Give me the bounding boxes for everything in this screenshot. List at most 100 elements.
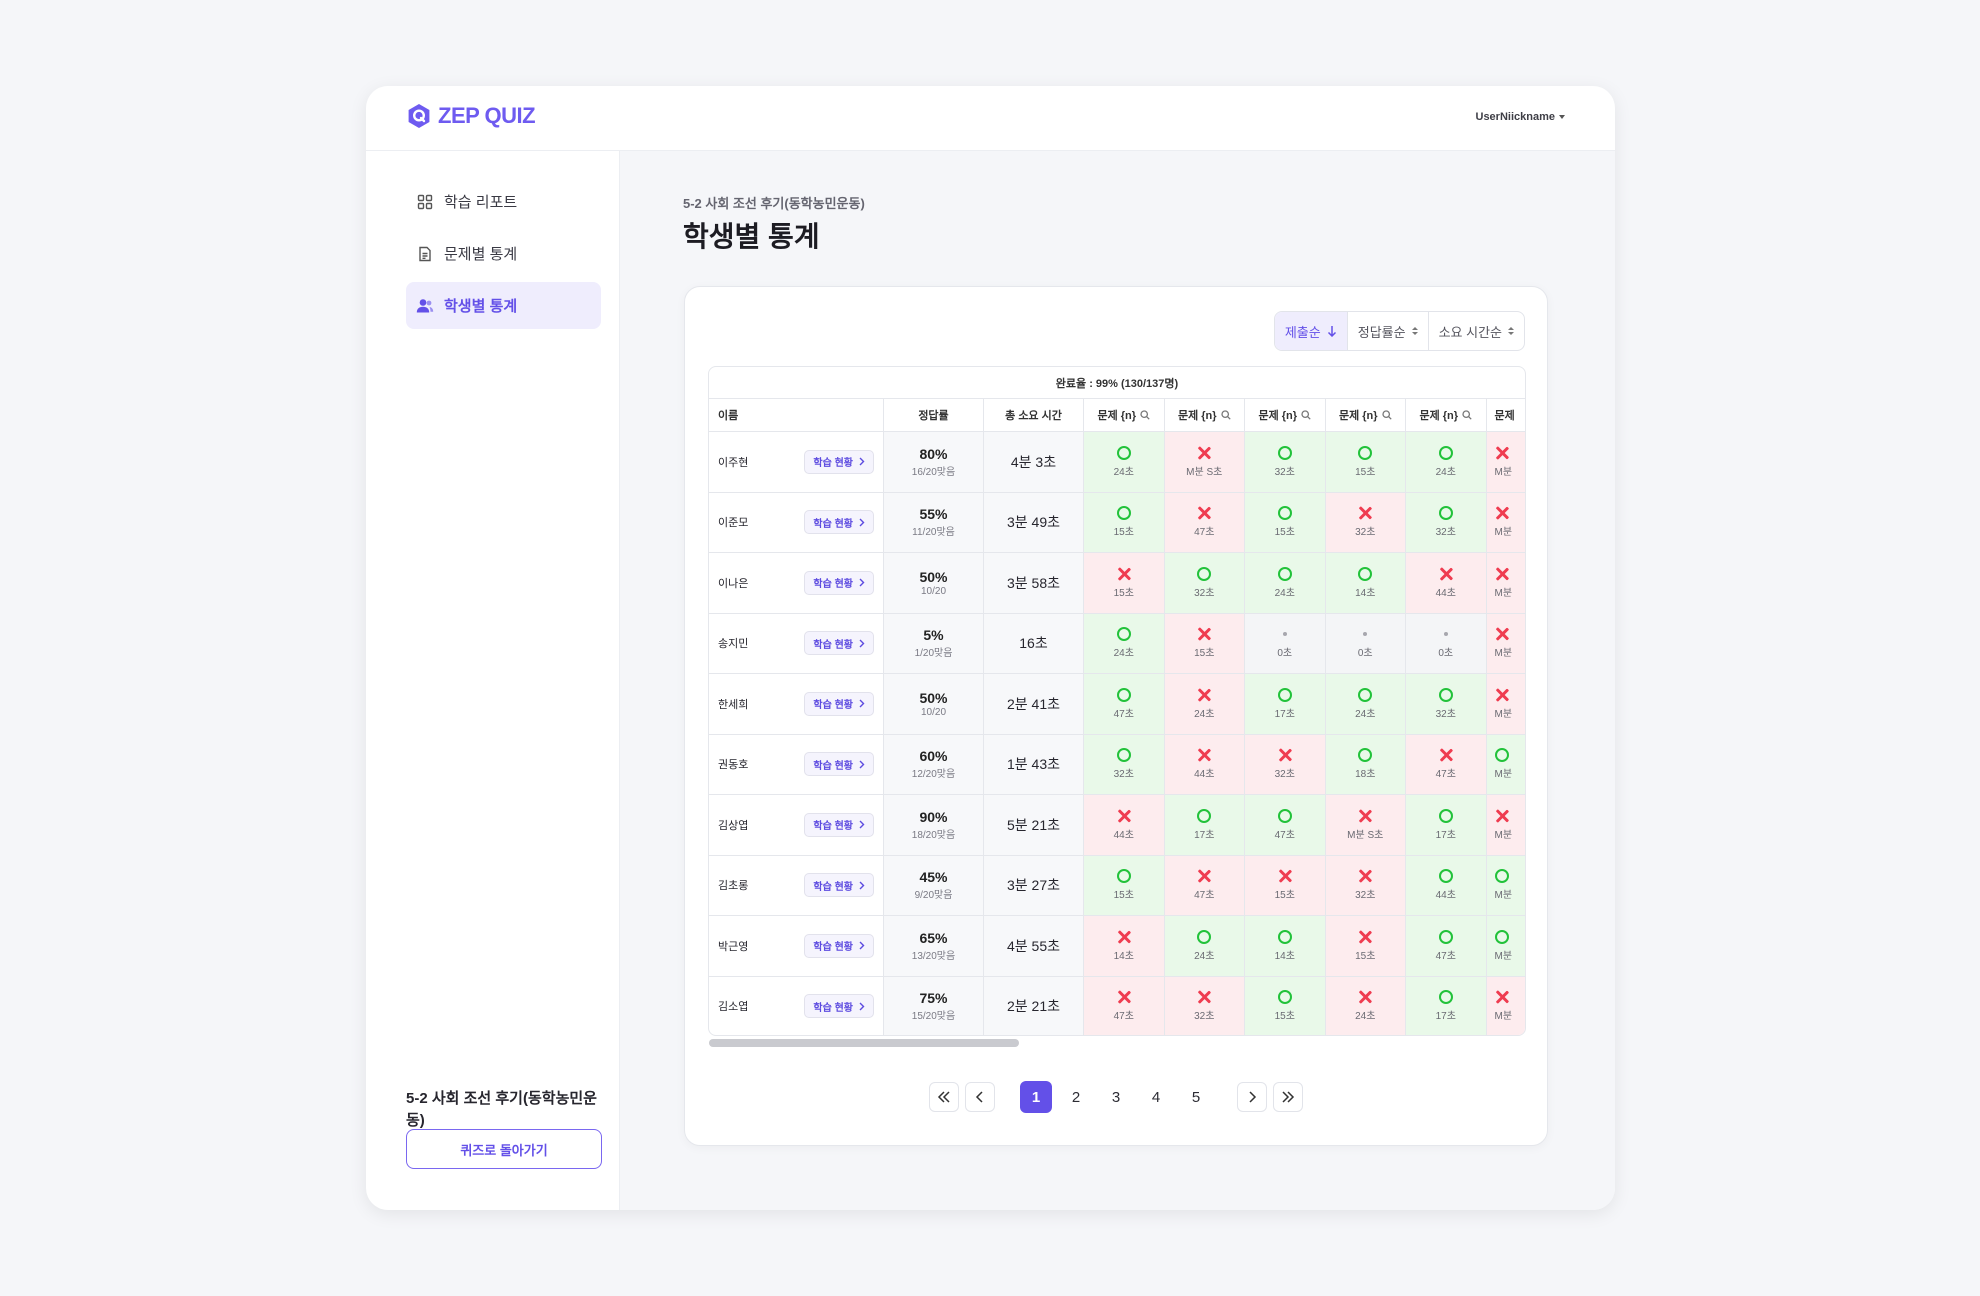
cell-question-result[interactable]: 14초 (1084, 916, 1165, 976)
cell-question-result[interactable]: 47초 (1084, 976, 1165, 1035)
next-page-button[interactable] (1237, 1082, 1267, 1112)
cell-question-result[interactable]: 24초 (1325, 976, 1406, 1035)
wrong-icon (1278, 869, 1292, 883)
learning-status-button[interactable]: 학습 현황 (804, 691, 874, 716)
cell-question-result[interactable]: 32초 (1325, 492, 1406, 552)
horizontal-scrollbar[interactable] (709, 1039, 1019, 1047)
prev-page-button[interactable] (965, 1082, 995, 1112)
search-icon[interactable] (1140, 410, 1150, 420)
page-number-button[interactable]: 4 (1151, 1088, 1161, 1106)
first-page-button[interactable] (929, 1082, 959, 1112)
learning-status-button[interactable]: 학습 현황 (804, 873, 874, 898)
wrong-icon (1197, 748, 1211, 762)
cell-question-result[interactable]: 44초 (1164, 734, 1245, 794)
learning-status-button[interactable]: 학습 현황 (804, 570, 874, 595)
cell-question-result[interactable]: 44초 (1084, 795, 1165, 855)
sort-accuracy-button[interactable]: 정답률순 (1346, 312, 1428, 350)
cell-question-result[interactable]: 14초 (1245, 916, 1326, 976)
cell-question-result[interactable]: M분 (1486, 674, 1525, 734)
cell-question-result[interactable]: 47초 (1164, 492, 1245, 552)
learning-status-button[interactable]: 학습 현황 (804, 510, 874, 535)
cell-question-result[interactable]: 44초 (1406, 553, 1487, 613)
cell-question-result[interactable]: 47초 (1406, 916, 1487, 976)
cell-question-result[interactable]: 32초 (1245, 432, 1326, 492)
cell-question-result[interactable]: 24초 (1245, 553, 1326, 613)
cell-question-result[interactable]: M분 (1486, 795, 1525, 855)
cell-question-result[interactable]: 32초 (1164, 976, 1245, 1035)
cell-question-result[interactable]: 32초 (1325, 855, 1406, 915)
cell-question-result[interactable]: 17초 (1164, 795, 1245, 855)
sort-submit-button[interactable]: 제출순 (1274, 312, 1347, 350)
sidebar-item-learning-report[interactable]: 학습 리포트 (406, 178, 601, 225)
page-number-button[interactable]: 1 (1020, 1081, 1052, 1113)
search-icon[interactable] (1301, 410, 1311, 420)
correct-icon (1358, 748, 1373, 763)
wrong-icon (1495, 627, 1509, 641)
cell-question-result[interactable]: 32초 (1406, 492, 1487, 552)
cell-question-result[interactable]: 32초 (1406, 674, 1487, 734)
cell-question-result[interactable]: 18초 (1325, 734, 1406, 794)
back-to-quiz-button[interactable]: 퀴즈로 돌아가기 (406, 1129, 602, 1169)
cell-question-result[interactable]: 15초 (1325, 916, 1406, 976)
cell-question-result[interactable]: 47초 (1084, 674, 1165, 734)
cell-question-result[interactable]: 47초 (1406, 734, 1487, 794)
cell-question-result[interactable]: 47초 (1245, 795, 1326, 855)
user-menu[interactable]: UserNiickname (1476, 111, 1565, 123)
search-icon[interactable] (1381, 410, 1392, 420)
logo[interactable]: ZEP QUIZ (406, 103, 536, 129)
cell-question-result[interactable]: M분 (1486, 916, 1525, 976)
cell-question-result[interactable]: 0초 (1406, 613, 1487, 673)
cell-question-result[interactable]: M분 (1486, 855, 1525, 915)
cell-question-result[interactable]: 0초 (1325, 613, 1406, 673)
cell-question-result[interactable]: 44초 (1406, 855, 1487, 915)
cell-question-result[interactable]: 15초 (1245, 855, 1326, 915)
cell-question-result[interactable]: 24초 (1084, 613, 1165, 673)
cell-question-result[interactable]: 24초 (1164, 916, 1245, 976)
cell-question-result[interactable]: 15초 (1084, 553, 1165, 613)
cell-question-result[interactable]: M분 S초 (1325, 795, 1406, 855)
search-icon[interactable] (1220, 410, 1231, 420)
cell-question-result[interactable]: 24초 (1406, 432, 1487, 492)
cell-question-result[interactable]: 32초 (1245, 734, 1326, 794)
cell-question-result[interactable]: 47초 (1164, 855, 1245, 915)
cell-question-result[interactable]: 24초 (1084, 432, 1165, 492)
learning-status-button[interactable]: 학습 현황 (804, 631, 874, 656)
cell-question-result[interactable]: 15초 (1164, 613, 1245, 673)
question-time: 32초 (1194, 587, 1215, 599)
cell-question-result[interactable]: 17초 (1245, 674, 1326, 734)
cell-question-result[interactable]: M분 (1486, 613, 1525, 673)
cell-question-result[interactable]: M분 (1486, 734, 1525, 794)
sidebar-item-student-stats[interactable]: 학생별 통계 (406, 282, 601, 329)
cell-question-result[interactable]: M분 (1486, 553, 1525, 613)
cell-question-result[interactable]: M분 S초 (1164, 432, 1245, 492)
cell-question-result[interactable]: 15초 (1084, 855, 1165, 915)
cell-question-result[interactable]: 32초 (1164, 553, 1245, 613)
cell-question-result[interactable]: 32초 (1084, 734, 1165, 794)
cell-question-result[interactable]: M분 (1486, 976, 1525, 1035)
learning-status-button[interactable]: 학습 현황 (804, 933, 874, 958)
cell-question-result[interactable]: 17초 (1406, 795, 1487, 855)
learning-status-button[interactable]: 학습 현황 (804, 449, 874, 474)
question-time: 24초 (1435, 466, 1456, 478)
cell-question-result[interactable]: 24초 (1164, 674, 1245, 734)
cell-question-result[interactable]: 15초 (1245, 976, 1326, 1035)
sidebar-item-question-stats[interactable]: 문제별 통계 (406, 230, 601, 277)
cell-question-result[interactable]: 0초 (1245, 613, 1326, 673)
sort-duration-button[interactable]: 소요 시간순 (1427, 312, 1524, 350)
learning-status-button[interactable]: 학습 현황 (804, 994, 874, 1019)
cell-question-result[interactable]: 14초 (1325, 553, 1406, 613)
cell-question-result[interactable]: 24초 (1325, 674, 1406, 734)
page-number-button[interactable]: 2 (1071, 1088, 1081, 1106)
cell-question-result[interactable]: 15초 (1084, 492, 1165, 552)
cell-question-result[interactable]: 17초 (1406, 976, 1487, 1035)
search-icon[interactable] (1462, 410, 1472, 420)
learning-status-button[interactable]: 학습 현황 (804, 812, 874, 837)
cell-question-result[interactable]: M분 (1486, 432, 1525, 492)
cell-question-result[interactable]: M분 (1486, 492, 1525, 552)
cell-question-result[interactable]: 15초 (1245, 492, 1326, 552)
cell-question-result[interactable]: 15초 (1325, 432, 1406, 492)
page-number-button[interactable]: 3 (1111, 1088, 1121, 1106)
last-page-button[interactable] (1273, 1082, 1303, 1112)
learning-status-button[interactable]: 학습 현황 (804, 752, 874, 777)
page-number-button[interactable]: 5 (1191, 1088, 1201, 1106)
